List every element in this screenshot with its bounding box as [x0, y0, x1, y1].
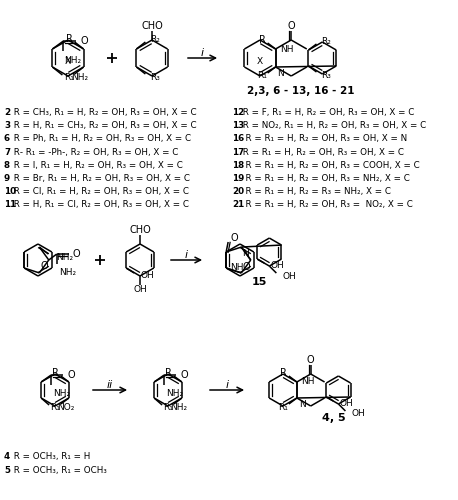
Text: R₃: R₃ [150, 72, 160, 82]
Text: X: X [257, 56, 263, 66]
Text: NH₂: NH₂ [56, 252, 73, 262]
Text: O: O [242, 262, 250, 272]
Text: OH: OH [339, 398, 353, 407]
Text: 8: 8 [4, 161, 10, 170]
Text: NH₂: NH₂ [71, 74, 88, 82]
Text: X: X [65, 56, 71, 66]
Text: OH: OH [283, 272, 296, 280]
Text: ii: ii [107, 380, 113, 390]
Text: 6: 6 [4, 134, 10, 143]
Text: NH₂: NH₂ [59, 268, 76, 277]
Text: R = H, R₁ = CH₃, R₂ = OH, R₃ = OH, X = C: R = H, R₁ = CH₃, R₂ = OH, R₃ = OH, X = C [11, 121, 196, 130]
Text: N: N [278, 69, 284, 78]
Text: CHO: CHO [141, 21, 163, 31]
Text: i: i [225, 380, 229, 390]
Text: O: O [81, 36, 88, 46]
Text: N: N [242, 249, 249, 258]
Text: 15: 15 [252, 277, 267, 287]
Text: 4, 5: 4, 5 [322, 413, 345, 423]
Text: R = R₁ = H, R₂ = R₃ = NH₂, X = C: R = R₁ = H, R₂ = R₃ = NH₂, X = C [240, 187, 391, 196]
Text: NH: NH [301, 378, 314, 386]
Text: 21: 21 [232, 200, 244, 209]
Text: O: O [40, 261, 48, 271]
Text: CHO: CHO [129, 225, 151, 235]
Text: O: O [73, 249, 81, 259]
Text: R₁: R₁ [256, 72, 267, 80]
Text: R₁: R₁ [278, 402, 288, 411]
Text: O: O [67, 370, 75, 380]
Text: O: O [230, 233, 238, 243]
Text: R = R₁ = H, R₂ = OH, R₃ = COOH, X = C: R = R₁ = H, R₂ = OH, R₃ = COOH, X = C [240, 161, 420, 170]
Text: NH₂: NH₂ [166, 389, 183, 398]
Text: R = H, R₁ = Cl, R₂ = OH, R₃ = OH, X = C: R = H, R₁ = Cl, R₂ = OH, R₃ = OH, X = C [11, 200, 189, 209]
Text: 20: 20 [232, 187, 244, 196]
Text: 3: 3 [4, 121, 10, 130]
Text: R = Br, R₁ = H, R₂ = OH, R₃ = OH, X = C: R = Br, R₁ = H, R₂ = OH, R₃ = OH, X = C [11, 174, 190, 183]
Text: OH: OH [351, 410, 365, 418]
Text: O: O [287, 21, 295, 31]
Text: R: R [165, 368, 172, 378]
Text: R: R [259, 35, 266, 45]
Text: R₂: R₂ [322, 36, 332, 46]
Text: R = Cl, R₁ = H, R₂ = OH, R₃ = OH, X = C: R = Cl, R₁ = H, R₂ = OH, R₃ = OH, X = C [11, 187, 189, 196]
Text: R: R [280, 368, 287, 378]
Text: 2,3, 6 - 13, 16 - 21: 2,3, 6 - 13, 16 - 21 [247, 86, 355, 96]
Text: 9: 9 [4, 174, 10, 183]
Text: R = R₁ = H, R₂ = OH, R₃ = NH₂, X = C: R = R₁ = H, R₂ = OH, R₃ = NH₂, X = C [240, 174, 410, 183]
Text: R‐ R₁ = ‐Ph‐, R₂ = OH, R₃ = OH, X = C: R‐ R₁ = ‐Ph‐, R₂ = OH, R₃ = OH, X = C [11, 148, 178, 156]
Text: R₁: R₁ [64, 72, 74, 82]
Text: 18: 18 [232, 161, 244, 170]
Text: R₂: R₂ [150, 34, 160, 43]
Text: OH: OH [133, 286, 147, 294]
Text: R: R [66, 34, 73, 44]
Text: R = R₁ = H, R₂ = OH, R₃ = OH, X = C: R = R₁ = H, R₂ = OH, R₃ = OH, X = C [240, 148, 404, 156]
Text: NH₂: NH₂ [53, 389, 70, 398]
Text: O: O [180, 370, 188, 380]
Text: R = I, R₁ = H, R₂ = OH, R₃ = OH, X = C: R = I, R₁ = H, R₂ = OH, R₃ = OH, X = C [11, 161, 183, 170]
Text: O: O [307, 355, 315, 365]
Text: 11: 11 [4, 200, 16, 209]
Text: R = OCH₃, R₁ = OCH₃: R = OCH₃, R₁ = OCH₃ [11, 466, 107, 475]
Text: N: N [299, 400, 305, 409]
Text: 10: 10 [4, 187, 16, 196]
Text: i: i [185, 250, 188, 260]
Text: OH: OH [140, 272, 154, 280]
Text: R₁: R₁ [163, 402, 173, 411]
Text: NH: NH [230, 264, 244, 272]
Text: i: i [201, 48, 204, 58]
Text: R = CH₃, R₁ = H, R₂ = OH, R₃ = OH, X = C: R = CH₃, R₁ = H, R₂ = OH, R₃ = OH, X = C [11, 108, 196, 117]
Text: R = Ph, R₁ = H, R₂ = OH, R₃ = OH, X = C: R = Ph, R₁ = H, R₂ = OH, R₃ = OH, X = C [11, 134, 191, 143]
Text: OH: OH [270, 260, 284, 270]
Text: 16: 16 [232, 134, 244, 143]
Text: R₁: R₁ [50, 402, 60, 411]
Text: NH: NH [281, 44, 294, 54]
Text: R = R₁ = H, R₂ = OH, R₃ =  NO₂, X = C: R = R₁ = H, R₂ = OH, R₃ = NO₂, X = C [240, 200, 413, 209]
Text: 13: 13 [232, 121, 244, 130]
Text: NO₂: NO₂ [57, 404, 75, 412]
Text: 12: 12 [232, 108, 244, 117]
Text: R₃: R₃ [322, 70, 332, 80]
Text: R: R [52, 368, 59, 378]
Text: 4: 4 [4, 452, 10, 461]
Text: NH₂: NH₂ [65, 56, 82, 65]
Text: 19: 19 [232, 174, 244, 183]
Text: 2: 2 [4, 108, 10, 117]
Text: R = R₁ = H, R₂ = OH, R₃ = OH, X = N: R = R₁ = H, R₂ = OH, R₃ = OH, X = N [240, 134, 407, 143]
Text: 17: 17 [232, 148, 244, 156]
Text: NH₂: NH₂ [170, 404, 187, 412]
Text: R = F, R₁ = H, R₂ = OH, R₃ = OH, X = C: R = F, R₁ = H, R₂ = OH, R₃ = OH, X = C [240, 108, 414, 117]
Text: 7: 7 [4, 148, 10, 156]
Text: R = OCH₃, R₁ = H: R = OCH₃, R₁ = H [11, 452, 90, 461]
Text: 5: 5 [4, 466, 10, 475]
Text: R = NO₂, R₁ = H, R₂ = OH, R₃ = OH, X = C: R = NO₂, R₁ = H, R₂ = OH, R₃ = OH, X = C [240, 121, 426, 130]
